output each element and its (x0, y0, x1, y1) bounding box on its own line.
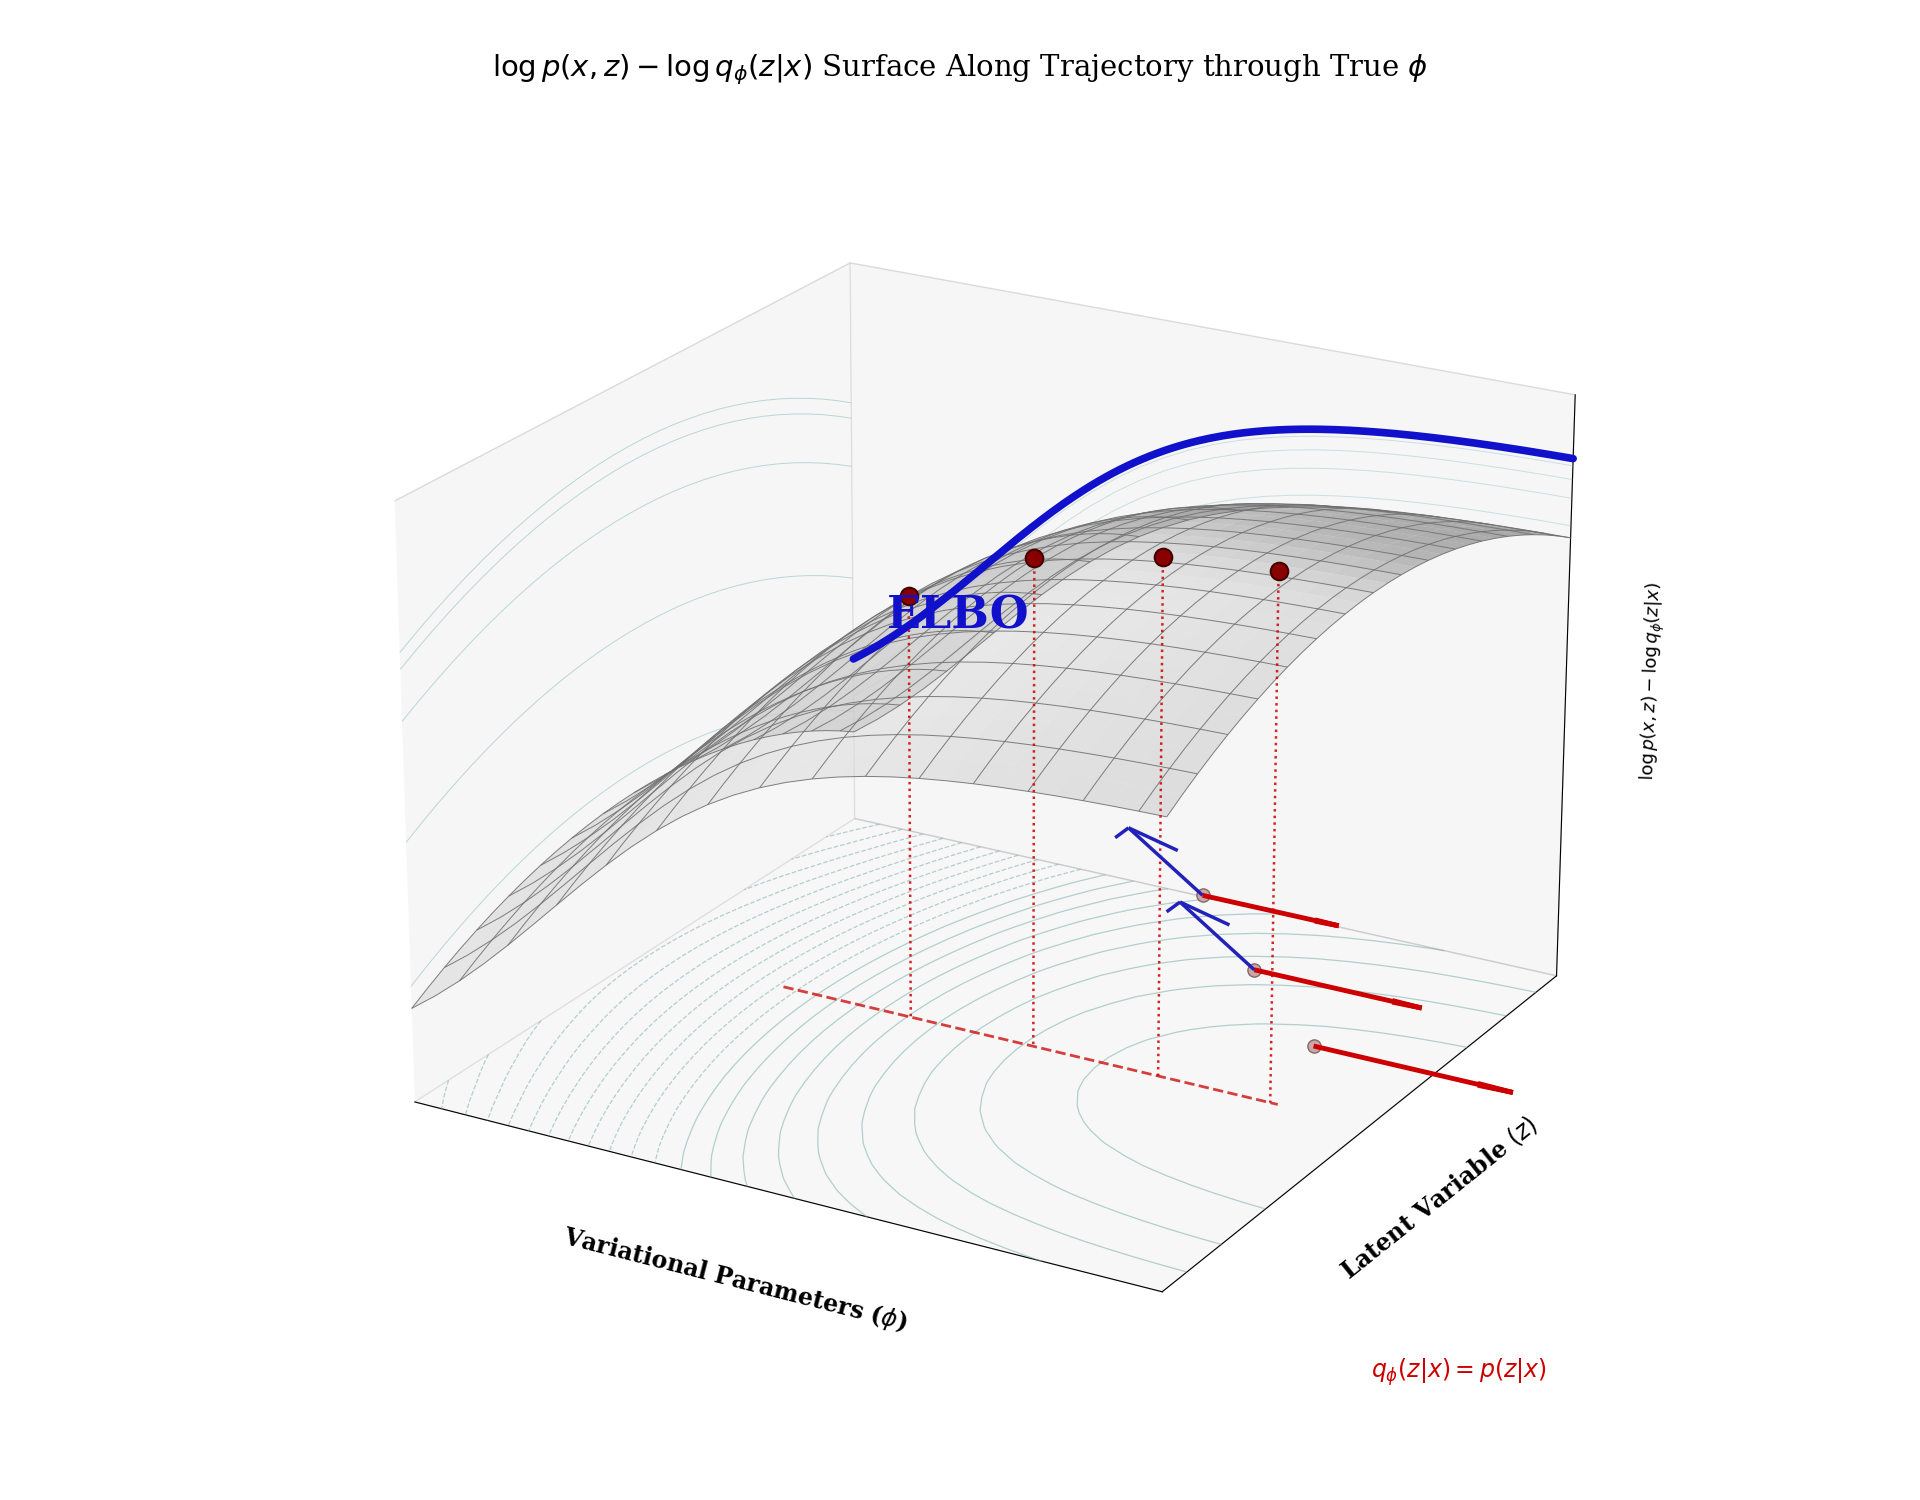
Text: $q_{\phi}(z|x) = p(z|x)$: $q_{\phi}(z|x) = p(z|x)$ (1371, 1356, 1548, 1389)
X-axis label: Variational Parameters ($\phi$): Variational Parameters ($\phi$) (561, 1224, 910, 1338)
Text: $\log p(x,z) - \log q_{\phi}(z|x)$ Surface Along Trajectory through True $\phi$: $\log p(x,z) - \log q_{\phi}(z|x)$ Surfa… (492, 53, 1428, 87)
Y-axis label: Latent Variable $(z)$: Latent Variable $(z)$ (1336, 1112, 1542, 1284)
